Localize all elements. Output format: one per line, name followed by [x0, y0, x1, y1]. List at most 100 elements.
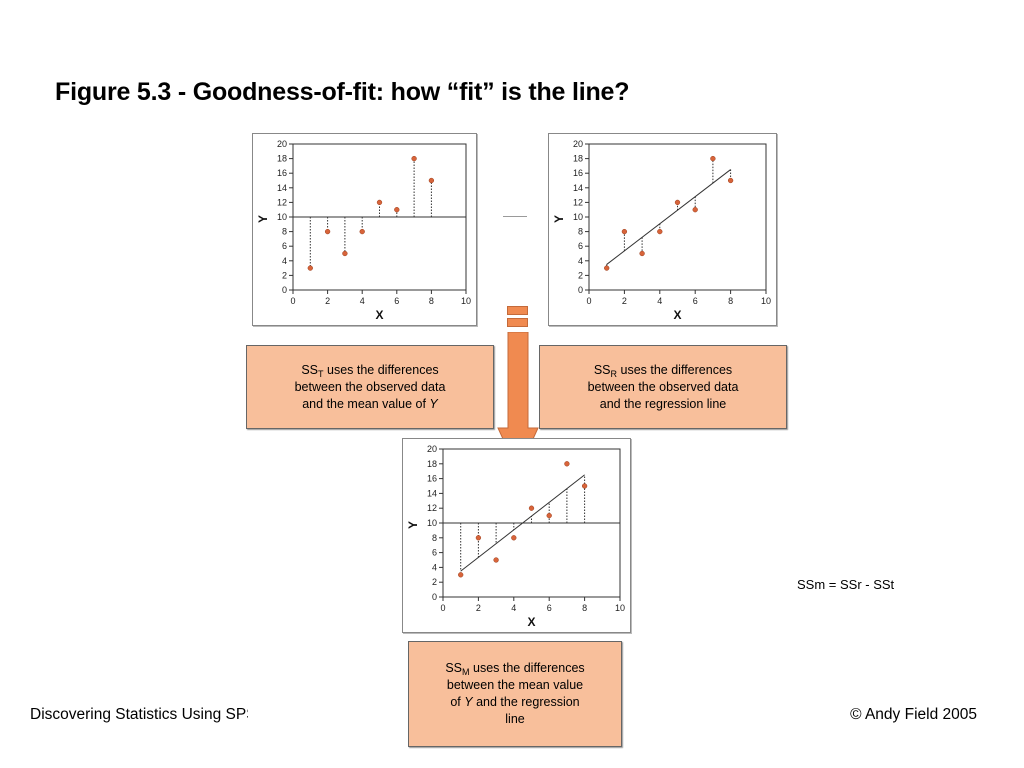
footer-copyright: © Andy Field 2005: [850, 706, 977, 723]
data-point: [342, 250, 348, 257]
caption-ssr-sub: R: [610, 368, 618, 379]
regression-line: [606, 169, 731, 265]
y-tick-label: 4: [578, 256, 583, 266]
caption-ssm-line2: between the mean value: [446, 678, 584, 692]
x-tick-label: 10: [615, 603, 625, 613]
x-tick-label: 6: [547, 603, 552, 613]
caption-ssm-line1: uses the differences: [469, 661, 585, 675]
y-tick-label: 10: [427, 518, 437, 528]
x-tick-label: 2: [622, 296, 627, 306]
data-point: [657, 228, 663, 235]
data-point: [411, 155, 417, 162]
x-tick-label: 0: [586, 296, 591, 306]
data-point: [458, 572, 464, 578]
minus-sign: [503, 216, 527, 217]
y-tick-label: 14: [573, 183, 583, 193]
y-tick-label: 18: [427, 459, 437, 469]
x-tick-label: 6: [394, 296, 399, 306]
data-point: [692, 207, 698, 213]
data-point: [674, 199, 681, 206]
y-tick-label: 20: [573, 139, 583, 149]
y-tick-label: 18: [277, 154, 287, 164]
x-tick-label: 8: [728, 296, 733, 306]
caption-ssm-line4: line: [505, 712, 525, 726]
x-tick-label: 0: [440, 603, 445, 613]
y-tick-label: 8: [432, 533, 437, 543]
y-tick-label: 8: [282, 227, 287, 237]
y-tick-label: 0: [432, 592, 437, 602]
y-tick-label: 6: [578, 241, 583, 251]
data-point: [581, 483, 588, 489]
caption-sst-line2: between the observed data: [294, 379, 446, 394]
data-point: [376, 199, 383, 206]
data-point: [546, 512, 552, 519]
y-tick-label: 8: [578, 227, 583, 237]
y-tick-label: 16: [427, 474, 437, 484]
y-tick-label: 0: [282, 285, 287, 295]
caption-ssm-var: Y: [464, 695, 473, 709]
footer-book-title: Discovering Statistics Using SPSS: [30, 706, 248, 723]
x-axis-label: X: [673, 308, 681, 322]
y-tick-label: 12: [427, 503, 437, 513]
x-tick-label: 0: [290, 296, 295, 306]
caption-ssm-ss: SS: [445, 661, 463, 675]
caption-sst-line1: uses the differences: [323, 362, 439, 377]
caption-ssr-line2: between the observed data: [587, 379, 739, 394]
y-tick-label: 6: [432, 548, 437, 558]
formula-text: SSm = SSr - SSt: [797, 577, 895, 592]
y-tick-label: 18: [573, 154, 583, 164]
x-tick-label: 4: [657, 296, 662, 306]
caption-ssm-line3-pre: of: [450, 695, 465, 709]
caption-sst-sub: T: [318, 368, 324, 379]
y-tick-label: 20: [277, 139, 287, 149]
data-point: [604, 265, 610, 271]
y-axis-label: Y: [406, 521, 420, 529]
x-axis-label: X: [375, 308, 383, 322]
caption-sst: SST uses the differences between the obs…: [246, 345, 494, 429]
chart-sst: 0 2 4 6 8 10 12 14 16 18 20 0 2 4 6 8 10 X Y: [256, 139, 471, 322]
data-point: [528, 505, 535, 511]
data-point: [639, 250, 645, 257]
y-tick-label: 10: [573, 212, 583, 222]
y-tick-label: 16: [277, 168, 287, 178]
equals-bar-top: [507, 306, 528, 315]
chart-panel-ssr: 0 2 4 6 8 10 12 14 16 18 20 0 2 4 6 8 10 X Y: [548, 133, 777, 326]
data-point: [727, 177, 734, 184]
caption-sst-line3: and the mean value of: [302, 396, 430, 411]
data-point: [710, 155, 716, 162]
x-tick-label: 2: [476, 603, 481, 613]
x-tick-label: 2: [325, 296, 330, 306]
x-axis-label: X: [527, 615, 535, 629]
y-tick-label: 2: [432, 577, 437, 587]
x-tick-label: 8: [582, 603, 587, 613]
x-tick-label: 10: [461, 296, 471, 306]
x-tick-label: 4: [511, 603, 516, 613]
chart-ssr: 0 2 4 6 8 10 12 14 16 18 20 0 2 4 6 8 10 X Y: [552, 139, 771, 322]
x-tick-label: 6: [693, 296, 698, 306]
data-point: [394, 207, 400, 213]
y-tick-label: 12: [277, 197, 287, 207]
caption-ssm-sub: M: [462, 667, 470, 677]
y-axis-label: Y: [552, 215, 566, 223]
y-tick-label: 2: [578, 270, 583, 280]
data-point: [493, 557, 499, 563]
data-point: [475, 535, 482, 541]
data-point: [428, 177, 435, 184]
y-tick-label: 0: [578, 285, 583, 295]
caption-ssr-line3: and the regression line: [599, 396, 727, 411]
y-tick-label: 10: [277, 212, 287, 222]
y-tick-label: 6: [282, 241, 287, 251]
slide-title: Figure 5.3 - Goodness-of-fit: how “fit” …: [55, 78, 630, 106]
plot-area: [588, 143, 767, 291]
caption-sst-var: Y: [429, 396, 438, 411]
y-tick-label: 12: [573, 197, 583, 207]
caption-ssr-ss: SS: [593, 362, 611, 377]
chart-panel-sst: 0 2 4 6 8 10 12 14 16 18 20 0 2 4 6 8 10 X Y: [252, 133, 477, 326]
data-point: [621, 228, 628, 235]
data-point: [359, 228, 365, 235]
x-tick-label: 4: [360, 296, 365, 306]
y-tick-label: 20: [427, 444, 437, 454]
y-tick-label: 4: [432, 562, 437, 572]
chart-ssm: 0 2 4 6 8 10 12 14 16 18 20 0 2 4 6 8 10 X Y: [406, 444, 625, 629]
y-tick-label: 16: [573, 168, 583, 178]
